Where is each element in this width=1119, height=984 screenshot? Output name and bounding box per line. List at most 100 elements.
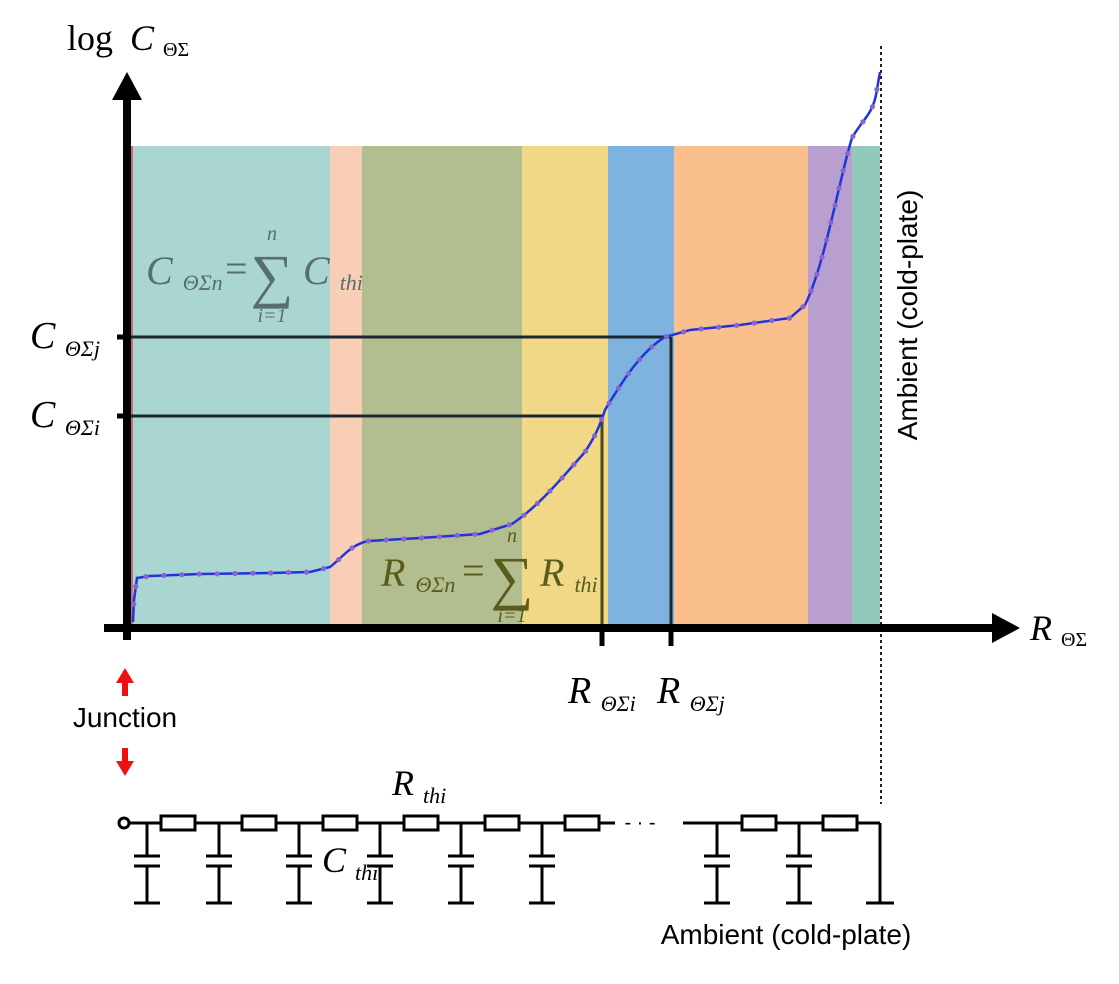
curve-dot [716,324,722,330]
junction-up-arrow [116,668,134,696]
curve-dot [547,488,553,494]
curve-dot [786,315,793,321]
curve-dot [751,320,757,326]
curve-dot [733,322,740,328]
y-axis-arrowhead [112,72,142,100]
formula-c-sum-upper: n [267,223,277,245]
formula-r-sum-sign: ∑ [491,545,534,611]
curve-dot [454,532,460,539]
formula-r-lhs-symbol: R [380,550,405,595]
label-c-i-symbol: C [30,394,56,436]
junction-down-arrow [116,748,134,776]
band-1 [133,146,330,628]
curve-dot [814,271,820,277]
formula-c-sum-sign: ∑ [251,243,294,309]
curve-dot [698,326,704,332]
ladder-ambient-label: Ambient (cold-plate) [661,919,912,950]
curve-dot [583,448,589,454]
label-c-j-subscript: ΘΣj [65,336,100,361]
curve-dot [845,150,851,156]
curve-dot [336,557,342,563]
formula-r-term-symbol: R [539,550,564,595]
formula-r-lhs: R ΘΣn [380,550,455,597]
cumulative-structure-curve [131,71,882,623]
band-2 [330,146,362,628]
curve-dot [769,317,775,324]
curve-dot [419,535,425,541]
x-axis-symbol: R [1029,608,1052,648]
x-axis-title: R ΘΣ [1029,608,1087,651]
ladder-resistor-symbol: R [391,763,414,803]
ladder-capacitor-symbol: C [322,840,347,880]
curve-dot [599,416,605,422]
curve-dot [268,570,274,576]
curve-dot [840,168,846,174]
x-axis-subscript: ΘΣ [1061,629,1087,651]
curve-dot [592,433,598,439]
label-r-j-symbol: R [656,670,680,712]
label-c-j: C ΘΣj [30,315,100,361]
curve-dot [559,475,565,481]
y-axis-symbol: C [130,18,155,58]
formula-c-lhs-subscript: ΘΣn [183,270,223,295]
axes [104,72,1020,646]
formula-c-equals: = [225,246,248,291]
label-r-j-subscript: ΘΣj [690,691,725,716]
ladder-ellipsis: - · - [624,812,655,834]
formula-r-sum-upper: n [507,525,517,547]
curve-dot [681,329,687,335]
formula-r-equals: = [462,548,485,593]
rc-ladder-network [117,814,894,905]
band-7 [808,146,852,628]
band-6 [674,146,808,628]
ladder-resistor [402,814,440,832]
curve-dot [506,522,512,528]
curve-dot [615,385,622,391]
curve-dot [808,288,814,294]
ladder-resistor-subscript: thi [423,783,446,808]
ladder-resistor [240,814,278,832]
x-axis-arrowhead [992,613,1020,643]
curve-dot [232,570,238,577]
curve-dot [534,500,541,507]
region-bands [127,146,880,628]
curve-dot [850,133,856,139]
ladder-resistor [563,814,601,832]
label-r-j: R ΘΣj [656,670,725,716]
curve-dot [303,569,309,575]
curve-dot [214,571,220,577]
formula-resistance-sum: R ΘΣn = n ∑ i=1 R thi [380,525,598,627]
formula-r-term-subscript: thi [574,572,597,597]
ambient-vertical-label: Ambient (cold-plate) [892,190,923,441]
formula-r-lhs-subscript: ΘΣn [415,572,455,597]
curve-dot [131,601,137,607]
curve-dot [383,537,389,543]
curve-dot [824,237,830,243]
guide-lines [127,335,673,628]
curve-dot [401,536,407,542]
formula-capacitance-sum: C ΘΣn = n ∑ i=1 C thi [146,223,363,327]
ladder-capacitor-label: C thi [322,840,378,885]
label-r-i-symbol: R [567,670,591,712]
formula-r-sum-lower: i=1 [497,605,526,627]
label-c-j-symbol: C [30,315,56,357]
curve-dot [625,370,632,377]
curve-dot [649,344,655,350]
curve-dot [869,104,876,110]
label-r-i-subscript: ΘΣi [601,691,636,716]
curve-dot [819,254,825,260]
ladder-resistor [821,814,859,832]
band-4 [522,146,608,628]
ladder-capacitor-subscript: thi [355,860,378,885]
label-r-i: R ΘΣi [567,670,636,716]
band-3 [362,146,522,628]
ladder-resistor [483,814,521,832]
y-axis-title: log C ΘΣ [67,18,189,61]
formula-c-term: C thi [303,248,363,295]
formula-c-lhs-symbol: C [146,248,174,293]
curve-dot [860,119,866,125]
formula-c-term-symbol: C [303,248,331,293]
ladder-resistor [740,814,778,832]
curve-dot [489,527,495,533]
formula-c-term-subscript: thi [340,270,363,295]
